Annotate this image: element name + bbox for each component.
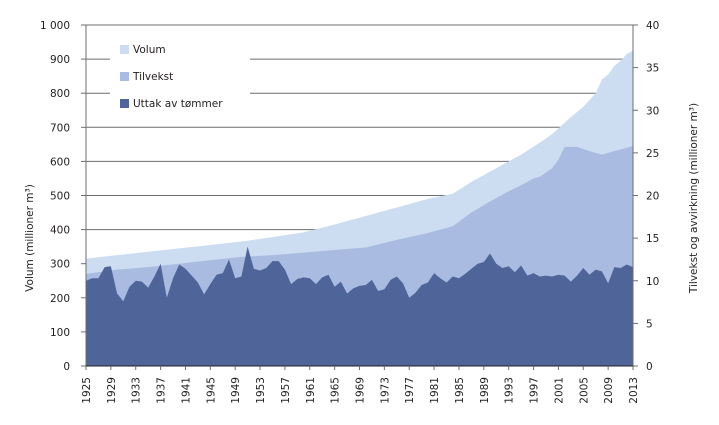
x-axis: 1925 1929 1933 1937 1941 1945 1949 1953 1957 1961… <box>81 366 640 404</box>
x-tick-label: 1945 <box>205 377 217 404</box>
x-tick-label: 1933 <box>131 377 143 404</box>
y-tick-label-right: 5 <box>646 318 653 330</box>
y-tick-label-left: 100 <box>50 327 70 339</box>
x-tick-label: 2013 <box>628 377 640 404</box>
y-tick-label-left: 400 <box>50 225 70 237</box>
x-tick-label: 2001 <box>553 377 565 404</box>
x-tick-label: 1949 <box>230 377 242 404</box>
y-tick-label-left: 0 <box>63 361 70 373</box>
x-tick-label: 1953 <box>255 377 267 404</box>
x-tick-label: 1965 <box>330 377 342 404</box>
legend-swatch-uttak <box>120 99 129 108</box>
x-tick-label: 1957 <box>280 377 292 404</box>
legend-swatch-volum <box>120 45 129 54</box>
y-tick-label-right: 10 <box>646 276 659 288</box>
y-tick-label-right: 0 <box>646 361 653 373</box>
y-tick-label-right: 15 <box>646 233 659 245</box>
legend-label-volum: Volum <box>133 44 166 56</box>
x-tick-label: 1997 <box>529 377 541 404</box>
legend: Volum Tilvekst Uttak av tømmer <box>110 35 250 120</box>
y-tick-label-right: 35 <box>646 63 659 75</box>
x-tick-label: 2009 <box>603 377 615 404</box>
y-tick-label-left: 1 000 <box>40 20 70 32</box>
area-uttak-av-tommer <box>86 246 633 366</box>
y-tick-label-left: 700 <box>50 122 70 134</box>
x-tick-label: 1989 <box>479 377 491 404</box>
x-tick-label: 1961 <box>305 377 317 404</box>
y-tick-label-right: 25 <box>646 148 659 160</box>
y-tick-label-left: 500 <box>50 191 70 203</box>
x-tick-label: 1925 <box>81 377 93 404</box>
y-axis-right: 0 5 10 15 20 25 30 35 40 <box>633 20 659 373</box>
y-tick-label-left: 900 <box>50 54 70 66</box>
y-tick-label-right: 30 <box>646 105 659 117</box>
areas <box>86 50 633 366</box>
x-tick-label: 1977 <box>404 377 416 404</box>
x-tick-label: 2005 <box>578 377 590 404</box>
y-tick-label-right: 20 <box>646 191 659 203</box>
x-tick-label: 1993 <box>504 377 516 404</box>
legend-swatch-tilvekst <box>120 72 129 81</box>
y-tick-label-left: 800 <box>50 88 70 100</box>
x-tick-label: 1941 <box>180 377 192 404</box>
x-tick-label: 1929 <box>106 377 118 404</box>
y-tick-label-left: 600 <box>50 156 70 168</box>
legend-label-tilvekst: Tilvekst <box>132 71 173 83</box>
x-tick-label: 1981 <box>429 377 441 404</box>
x-tick-label: 1937 <box>156 377 168 404</box>
y-axis-right-title: Tilvekst og avvirkning (millioner m³) <box>688 103 700 294</box>
y-axis-left-title: Volum (millioner m³) <box>24 184 36 292</box>
y-tick-label-left: 200 <box>50 293 70 305</box>
y-axis-left: 0 100 200 300 400 500 600 700 800 900 1 000 <box>40 20 86 373</box>
x-tick-label: 1969 <box>355 377 367 404</box>
y-tick-label-right: 40 <box>646 20 659 32</box>
x-tick-label: 1973 <box>379 377 391 404</box>
legend-box-background <box>110 35 250 120</box>
x-tick-label: 1985 <box>454 377 466 404</box>
legend-label-uttak: Uttak av tømmer <box>133 98 223 110</box>
y-tick-label-left: 300 <box>50 259 70 271</box>
